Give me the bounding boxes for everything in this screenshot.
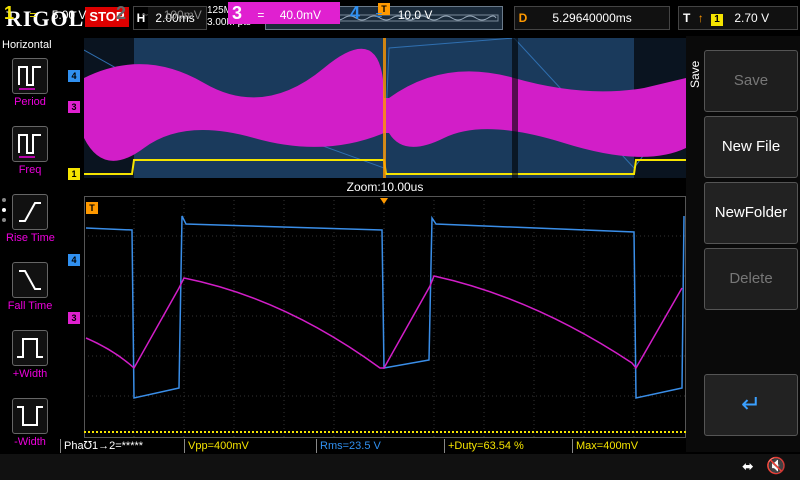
delay-box[interactable]: D 5.29640000ms: [514, 6, 670, 30]
timebase-key: H: [134, 7, 148, 29]
zoom-trig-left-marker[interactable]: T: [86, 202, 98, 214]
measure-max[interactable]: Max=400mV: [572, 439, 686, 453]
pos-width-button[interactable]: +Width: [6, 330, 54, 380]
overview-trigger-line: [383, 38, 386, 178]
neg-width-label: -Width: [14, 436, 46, 448]
trigger-box[interactable]: T ↑ 1 2.70 V: [678, 6, 798, 30]
usb-icon: ⬌: [742, 458, 754, 474]
channel-3-coupling: =: [257, 8, 265, 22]
freq-button[interactable]: Freq: [6, 126, 54, 176]
channel-3-number: 3: [231, 3, 242, 23]
measure-duty[interactable]: +Duty=63.54 %: [444, 439, 574, 453]
left-measure-panel: [0, 36, 60, 452]
channel-2-coupling: ~: [141, 8, 149, 22]
new-folder-button[interactable]: NewFolder: [704, 182, 798, 244]
run-stop-status[interactable]: STOP: [85, 7, 129, 27]
channel-1-status[interactable]: 1 = 5.00 V: [0, 2, 110, 24]
sound-mute-icon[interactable]: 🔇: [766, 458, 786, 475]
ch4-marker[interactable]: 4: [68, 70, 80, 82]
fall-time-icon: [12, 262, 48, 298]
delay-key: D: [518, 11, 528, 25]
zoom-label: Zoom:10.00us: [346, 180, 424, 194]
channel-1-scale: 5.00 V: [51, 8, 87, 22]
zoom-ch3-trace: [85, 275, 683, 370]
measurement-bar: Pha℧1→2=***** Vpp=400mV Rms=23.5 V +Duty…: [60, 438, 686, 454]
panel-scroll-indicator[interactable]: [1, 196, 7, 226]
waveform-display[interactable]: [84, 38, 686, 438]
channel-2-status[interactable]: 2 ~ 100mV: [112, 2, 224, 24]
channel-4-number: 4: [349, 3, 360, 23]
channel-2-scale: 100mV: [163, 8, 202, 22]
timebase-box[interactable]: H 2.00ms: [133, 6, 207, 30]
measure-vpp[interactable]: Vpp=400mV: [184, 439, 314, 453]
save-button[interactable]: Save: [704, 50, 798, 112]
enter-arrow-icon: ↵: [740, 391, 762, 418]
ch3-zoom-marker[interactable]: 3: [68, 312, 80, 324]
trigger-source: 1: [711, 14, 724, 26]
neg-width-button[interactable]: -Width: [6, 398, 54, 448]
trigger-level: 2.70 V: [734, 11, 770, 25]
delay-value: 5.29640000ms: [552, 11, 632, 25]
new-file-button[interactable]: New File: [704, 116, 798, 178]
channel-4-status[interactable]: 4 = 10.0 V: [346, 2, 458, 24]
channel-3-scale: 40.0mV: [279, 8, 322, 22]
fall-time-label: Fall Time: [7, 300, 53, 312]
zoom-grid: [84, 196, 686, 438]
period-label: Period: [14, 96, 46, 108]
channel-2-number: 2: [115, 3, 126, 23]
channel-1-coupling: =: [29, 8, 37, 22]
rigol-logo: RIGOL: [6, 6, 84, 32]
left-panel-title: Horizontal: [2, 39, 52, 51]
ch1-marker[interactable]: 1: [68, 168, 80, 180]
channel-3-status[interactable]: 3 = 40.0mV: [228, 2, 340, 24]
save-menu-tab[interactable]: Save: [688, 60, 702, 88]
zoom-trigger-marker: [380, 198, 388, 204]
enter-button[interactable]: ↵: [704, 374, 798, 436]
timebase-value: 2.00ms: [155, 11, 195, 25]
fall-time-button[interactable]: Fall Time: [6, 262, 54, 312]
frequency-icon: [12, 126, 48, 162]
ch3-marker[interactable]: 3: [68, 101, 80, 113]
freq-label: Freq: [18, 164, 42, 176]
period-icon: [12, 58, 48, 94]
channel-status-bar: [0, 454, 800, 480]
pos-width-label: +Width: [12, 368, 48, 380]
neg-width-icon: [12, 398, 48, 434]
pos-width-icon: [12, 330, 48, 366]
measure-phase[interactable]: Pha℧1→2=*****: [60, 439, 182, 453]
rise-time-icon: [12, 194, 48, 230]
zoom-panel: [84, 196, 686, 438]
brand-text: RIGOL: [6, 6, 85, 31]
rising-edge-icon: ↑: [697, 11, 704, 25]
trigger-key: T: [683, 11, 691, 25]
delete-button[interactable]: Delete: [704, 248, 798, 310]
channel-4-coupling: =: [375, 8, 383, 22]
ch4-zoom-marker[interactable]: 4: [68, 254, 80, 266]
channel-4-scale: 10.0 V: [397, 8, 433, 22]
rise-time-label: Rise Time: [6, 232, 55, 244]
channel-1-number: 1: [3, 3, 14, 23]
period-button[interactable]: Period: [6, 58, 54, 108]
trigger-position-marker: T: [378, 3, 390, 15]
measure-rms[interactable]: Rms=23.5 V: [316, 439, 446, 453]
rise-time-button[interactable]: Rise Time: [6, 194, 55, 244]
